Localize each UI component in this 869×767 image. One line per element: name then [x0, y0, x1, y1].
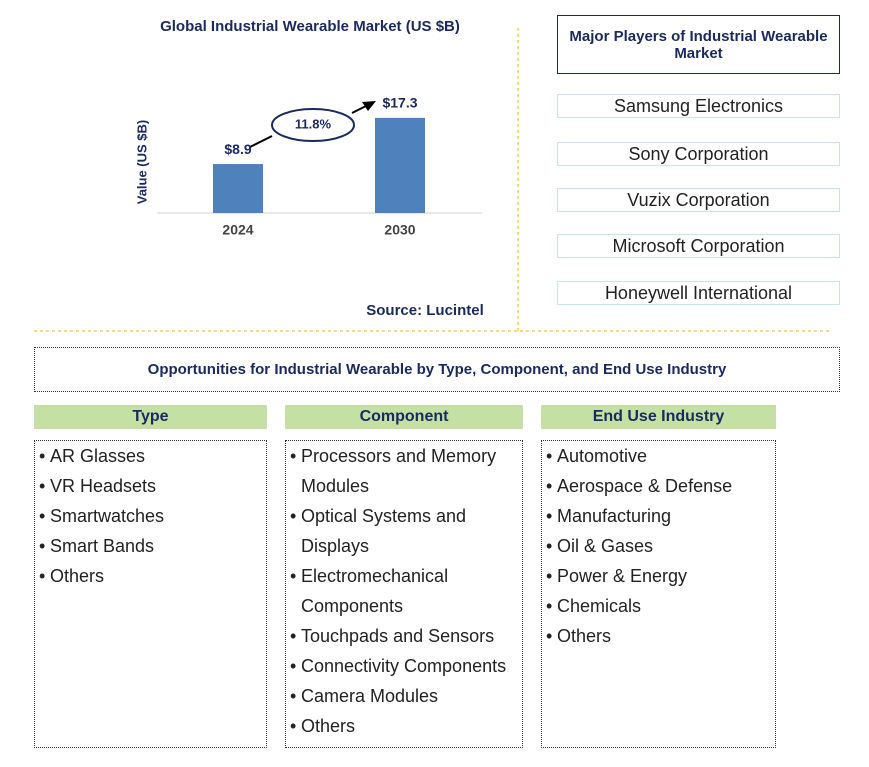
list-item: Others — [542, 621, 775, 651]
source: Source: Lucintel — [366, 302, 484, 319]
x-tick-label: 2030 — [384, 222, 415, 238]
list-item: Smartwatches — [35, 501, 266, 531]
players-title: Major Players of Industrial Wearable Mar… — [557, 15, 840, 74]
list-item: Oil & Gases — [542, 531, 775, 561]
value-label: $8.9 — [224, 141, 251, 157]
list-item: Chemicals — [542, 591, 775, 621]
list-item: AR Glasses — [35, 441, 266, 471]
player-name: Sony Corporation — [557, 142, 840, 166]
column-list: AR GlassesVR HeadsetsSmartwatchesSmart B… — [34, 440, 267, 748]
x-tick-label: 2024 — [222, 222, 253, 238]
list-item: Automotive — [542, 441, 775, 471]
column-header: Component — [285, 405, 523, 429]
bar — [375, 117, 425, 213]
list-item: Aerospace & Defense — [542, 471, 775, 501]
list-item: Electromechanical Components — [286, 561, 522, 621]
y-axis-label: Value (US $B) — [134, 120, 149, 205]
chart-title: Global Industrial Wearable Market (US $B… — [160, 18, 460, 35]
list-item: VR Headsets — [35, 471, 266, 501]
bar — [213, 164, 263, 213]
list-item: Manufacturing — [542, 501, 775, 531]
opportunities-title: Opportunities for Industrial Wearable by… — [34, 347, 840, 392]
player-name: Samsung Electronics — [557, 94, 840, 118]
arrow-head — [362, 101, 376, 111]
chart: Global Industrial Wearable Market (US $B… — [34, 18, 830, 333]
column-list: AutomotiveAerospace & DefenseManufacturi… — [541, 440, 776, 748]
player-name: Vuzix Corporation — [557, 188, 840, 212]
cagr-ellipse — [271, 108, 355, 142]
list-item: Others — [286, 711, 522, 741]
player-name: Microsoft Corporation — [557, 234, 840, 258]
list-item: Optical Systems and Displays — [286, 501, 522, 561]
list-item: Touchpads and Sensors — [286, 621, 522, 651]
column-list: Processors and Memory ModulesOptical Sys… — [285, 440, 523, 748]
list-item: Power & Energy — [542, 561, 775, 591]
player-name: Honeywell International — [557, 281, 840, 305]
cagr-label: 11.8% — [295, 116, 332, 131]
list-item: Connectivity Components — [286, 651, 522, 681]
column-header: End Use Industry — [541, 405, 776, 429]
list-item: Processors and Memory Modules — [286, 441, 522, 501]
value-label: $17.3 — [382, 95, 417, 111]
arrow — [249, 135, 273, 148]
column-header: Type — [34, 405, 267, 429]
list-item: Smart Bands — [35, 531, 266, 561]
list-item: Camera Modules — [286, 681, 522, 711]
list-item: Others — [35, 561, 266, 591]
arrow — [351, 105, 367, 114]
